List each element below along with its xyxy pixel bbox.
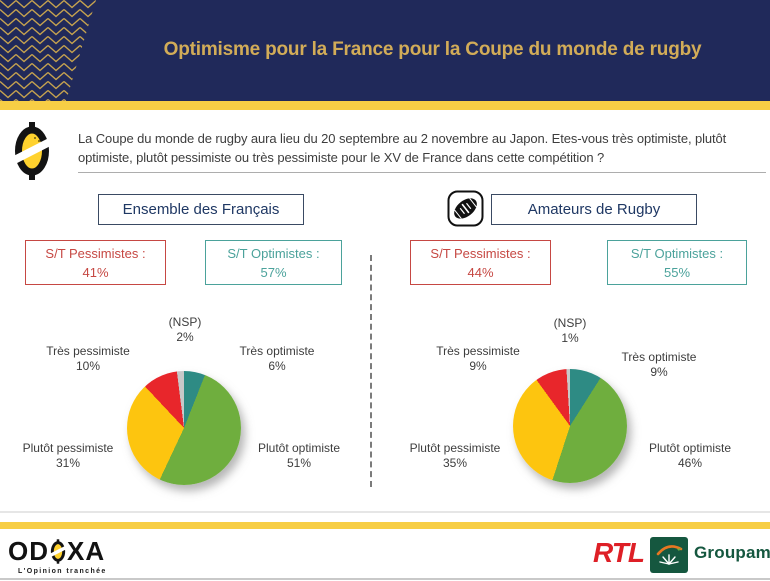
pie-label-plutot-optimiste: Plutôt optimiste 46% xyxy=(648,441,732,470)
st-optimistes-label: S/T Optimistes : xyxy=(630,246,724,261)
pie-label-plutot-pessimiste: Plutôt pessimiste 35% xyxy=(409,441,501,470)
st-pessimistes-value: 41% xyxy=(82,265,109,280)
odoxa-question-icon xyxy=(13,122,51,180)
page-bottom-rule xyxy=(0,578,770,580)
groupama-logo-text: Groupama xyxy=(694,543,770,562)
yellow-divider-top xyxy=(0,101,770,110)
st-pessimistes-label: S/T Pessimistes : xyxy=(430,246,531,261)
rugby-ball-icon xyxy=(447,190,484,227)
content-bottom-rule xyxy=(0,511,770,513)
odoxa-logo-text-right: XA xyxy=(67,536,106,566)
pie-label-tres-pessimiste: Très pessimiste 9% xyxy=(436,344,520,373)
panel-header-ensemble: Ensemble des Français xyxy=(98,194,304,225)
pie-label-tres-pessimiste: Très pessimiste 10% xyxy=(46,344,130,373)
pie-label-nsp: (NSP) 2% xyxy=(168,315,202,344)
header-band: Optimisme pour la France pour la Coupe d… xyxy=(0,0,770,101)
st-pessimistes-value: 44% xyxy=(467,265,494,280)
page-title: Optimisme pour la France pour la Coupe d… xyxy=(163,39,702,60)
odoxa-tagline: L'Opinion tranchée xyxy=(18,568,107,575)
groupama-logo-icon xyxy=(650,537,688,573)
dashed-vertical-divider xyxy=(370,255,372,487)
odoxa-logo-text-left: OD xyxy=(8,536,49,566)
st-optimistes-box-amateurs: S/T Optimistes : 55% xyxy=(607,240,747,285)
pie-chart-ensemble xyxy=(127,371,241,485)
pie-label-tres-optimiste: Très optimiste 9% xyxy=(621,350,697,379)
pie-label-plutot-pessimiste: Plutôt pessimiste 31% xyxy=(22,441,114,470)
pie-label-nsp: (NSP) 1% xyxy=(553,316,587,345)
pie-label-plutot-optimiste: Plutôt optimiste 51% xyxy=(257,441,341,470)
yellow-divider-bottom xyxy=(0,522,770,529)
odoxa-logo: OD XA xyxy=(8,536,105,567)
st-optimistes-value: 55% xyxy=(663,265,691,280)
odoxa-o-icon xyxy=(50,539,66,564)
pie-chart-amateurs xyxy=(513,369,627,483)
rtl-logo: RTL xyxy=(593,537,645,568)
herringbone-pattern-decoration xyxy=(0,0,96,101)
survey-question-text: La Coupe du monde de rugby aura lieu du … xyxy=(78,131,727,165)
panel-header-amateurs: Amateurs de Rugby xyxy=(491,194,697,225)
st-optimistes-box-ensemble: S/T Optimistes : 57% xyxy=(205,240,342,285)
st-optimistes-value: 57% xyxy=(260,265,287,280)
st-pessimistes-box-amateurs: S/T Pessimistes : 44% xyxy=(410,240,551,285)
pie-label-tres-optimiste: Très optimiste 6% xyxy=(239,344,315,373)
st-pessimistes-label: S/T Pessimistes : xyxy=(45,246,146,261)
st-pessimistes-box-ensemble: S/T Pessimistes : 41% xyxy=(25,240,166,285)
st-optimistes-label: S/T Optimistes : xyxy=(227,246,320,261)
question-underline xyxy=(78,172,766,173)
